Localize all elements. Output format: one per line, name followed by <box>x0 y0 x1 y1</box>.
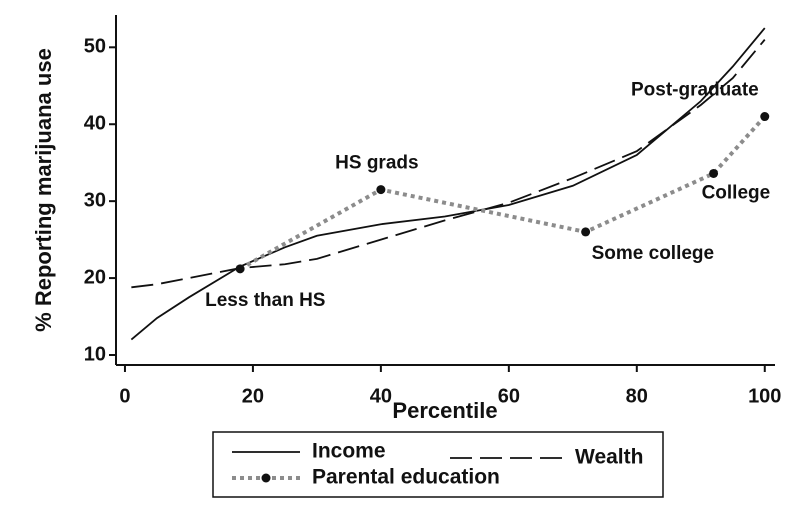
y-tick-label: 30 <box>84 189 106 211</box>
x-tick-label: 0 <box>119 385 130 407</box>
point <box>760 112 770 122</box>
x-tick-label: 100 <box>748 385 781 407</box>
point-label: Less than HS <box>205 290 325 311</box>
point-label: HS grads <box>335 153 418 174</box>
legend-label: Income <box>312 440 386 463</box>
y-tick-label: 50 <box>84 36 106 58</box>
x-tick-label: 80 <box>626 385 648 407</box>
series-line <box>130 27 766 341</box>
legend-box <box>212 431 664 498</box>
x-tick-label: 40 <box>370 385 392 407</box>
point-label: Post-graduate <box>631 80 759 101</box>
x-axis-title: Percentile <box>392 398 497 423</box>
x-tick-label: 60 <box>498 385 520 407</box>
point <box>581 227 591 237</box>
y-tick-label: 40 <box>84 113 106 135</box>
point <box>235 264 245 274</box>
point-label: College <box>702 182 771 203</box>
legend-marker <box>261 473 271 483</box>
x-tick-label: 20 <box>242 385 264 407</box>
legend-label: Wealth <box>575 446 643 469</box>
point-label: Some college <box>592 243 715 264</box>
point <box>709 168 719 178</box>
y-axis-title: % Reporting marijuana use <box>31 48 56 332</box>
legend-label: Parental education <box>312 466 500 489</box>
y-tick-label: 10 <box>84 343 106 365</box>
y-tick-label: 20 <box>84 266 106 288</box>
series-line <box>131 39 766 289</box>
point <box>376 185 386 195</box>
